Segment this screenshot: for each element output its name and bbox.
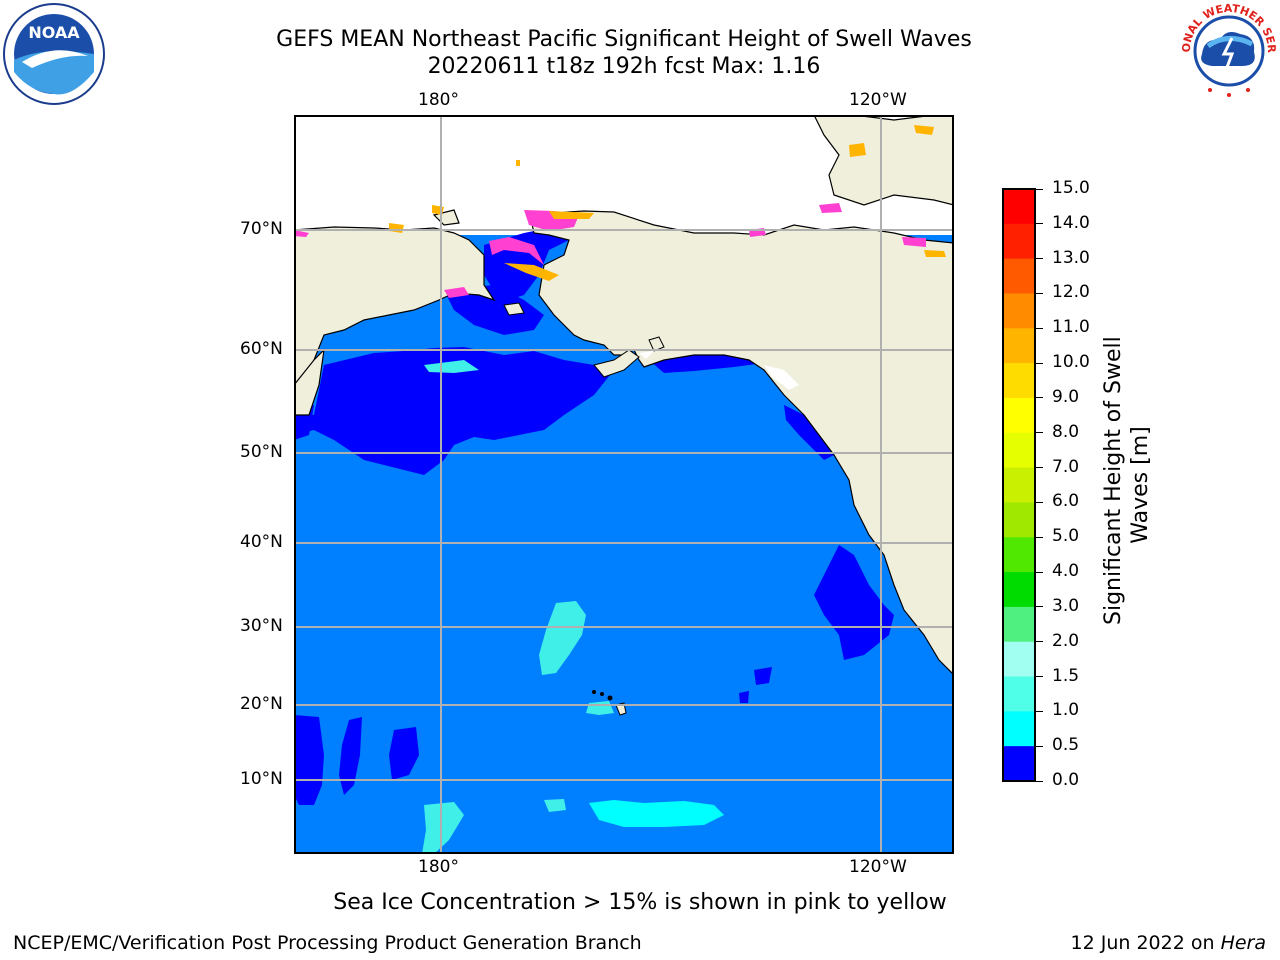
colorbar-tick-mark	[1036, 362, 1043, 364]
lon-label-bottom-180: 180°	[418, 857, 459, 877]
colorbar-label-line1: Significant Height of Swell	[1101, 336, 1126, 625]
colorbar-tick-mark	[1036, 710, 1043, 712]
lat-label-20n: 20°N	[240, 694, 283, 714]
colorbar-tick-mark	[1036, 676, 1043, 678]
colorbar-tick-label: 2.0	[1052, 630, 1080, 651]
colorbar-band	[1003, 711, 1035, 747]
colorbar-band	[1003, 258, 1035, 294]
colorbar-tick-mark	[1036, 397, 1043, 399]
colorbar-tick-label: 7.0	[1052, 456, 1080, 477]
nws-logo: NATIONAL WEATHER SERVICE	[1180, 2, 1278, 100]
colorbar-tick-mark	[1036, 432, 1043, 434]
colorbar-tick-label: 13.0	[1052, 247, 1090, 268]
footer-right: 12 Jun 2022 on Hera	[1071, 932, 1266, 954]
colorbar-band	[1003, 363, 1035, 399]
map-title: GEFS MEAN Northeast Pacific Significant …	[276, 27, 972, 52]
lon-label-top-180: 180°	[418, 90, 459, 110]
colorbar-tick-label: 3.0	[1052, 595, 1080, 616]
colorbar-tick-label: 10.0	[1052, 352, 1090, 373]
colorbar-swatches	[1002, 188, 1036, 782]
colorbar-label: Significant Height of Swell Waves [m]	[1100, 336, 1154, 625]
lat-label-30n: 30°N	[240, 616, 283, 636]
colorbar-tick-label: 11.0	[1052, 317, 1090, 338]
lat-label-70n: 70°N	[240, 219, 283, 239]
colorbar-tick-label: 4.0	[1052, 561, 1080, 582]
colorbar-band	[1003, 502, 1035, 538]
colorbar-band	[1003, 606, 1035, 643]
lat-label-50n: 50°N	[240, 442, 283, 462]
colorbar-tick-label: 15.0	[1052, 178, 1090, 198]
footer-host: Hera	[1220, 932, 1266, 954]
colorbar	[1002, 188, 1036, 786]
colorbar-tick-mark	[1036, 641, 1043, 643]
colorbar-band	[1003, 189, 1035, 225]
colorbar-tick-label: 1.0	[1052, 700, 1080, 721]
colorbar-tick-mark	[1036, 258, 1043, 260]
colorbar-band	[1003, 537, 1035, 573]
bering-sea-low-swell	[294, 347, 614, 475]
colorbar-tick-label: 8.0	[1052, 421, 1080, 442]
lat-label-40n: 40°N	[240, 532, 283, 552]
map-subtitle: 20220611 t18z 192h fcst Max: 1.16	[427, 54, 821, 79]
colorbar-tick-label: 1.5	[1052, 665, 1080, 686]
map-svg	[294, 115, 954, 854]
sea-ice-caption: Sea Ice Concentration > 15% is shown in …	[333, 890, 947, 915]
map-panel	[294, 115, 954, 858]
colorbar-tick-label: 12.0	[1052, 282, 1090, 303]
colorbar-tick-mark	[1036, 501, 1043, 503]
colorbar-band	[1003, 641, 1035, 678]
lat-label-10n: 10°N	[240, 769, 283, 789]
lon-label-top-120w: 120°W	[849, 90, 907, 110]
footer-date: 12 Jun 2022 on	[1070, 932, 1221, 954]
sea-ice-overlay	[294, 125, 946, 298]
colorbar-band	[1003, 293, 1035, 329]
colorbar-band	[1003, 572, 1035, 608]
colorbar-band	[1003, 432, 1035, 469]
lat-label-60n: 60°N	[240, 339, 283, 359]
colorbar-tick-label: 0.5	[1052, 735, 1080, 756]
colorbar-band	[1003, 467, 1035, 503]
colorbar-tick-mark	[1036, 223, 1043, 225]
colorbar-band	[1003, 746, 1035, 782]
footer-left: NCEP/EMC/Verification Post Processing Pr…	[13, 932, 642, 954]
colorbar-label-line2: Waves [m]	[1128, 426, 1153, 544]
colorbar-band	[1003, 676, 1035, 712]
graticule	[294, 115, 954, 854]
noaa-logo: NOAA	[2, 2, 106, 106]
colorbar-band	[1003, 223, 1035, 260]
colorbar-tick-mark	[1036, 745, 1043, 747]
colorbar-tick-mark	[1036, 188, 1043, 190]
lon-label-bottom-120w: 120°W	[849, 857, 907, 877]
land-north-america	[529, 210, 954, 676]
colorbar-tick-label: 5.0	[1052, 526, 1080, 547]
colorbar-tick-label: 6.0	[1052, 491, 1080, 512]
colorbar-tick-mark	[1036, 571, 1043, 573]
colorbar-tick-label: 9.0	[1052, 386, 1080, 407]
colorbar-tick-mark	[1036, 780, 1043, 782]
colorbar-band	[1003, 397, 1035, 434]
colorbar-tick-mark	[1036, 327, 1043, 329]
cyan-patch-hawaii-north	[539, 601, 586, 675]
colorbar-tick-mark	[1036, 467, 1043, 469]
colorbar-tick-mark	[1036, 606, 1043, 608]
colorbar-tick-mark	[1036, 536, 1043, 538]
colorbar-tick-label: 14.0	[1052, 212, 1090, 233]
colorbar-band	[1003, 328, 1035, 364]
noaa-logo-text: NOAA	[28, 23, 80, 42]
colorbar-tick-label: 0.0	[1052, 770, 1080, 790]
colorbar-tick-mark	[1036, 292, 1043, 294]
